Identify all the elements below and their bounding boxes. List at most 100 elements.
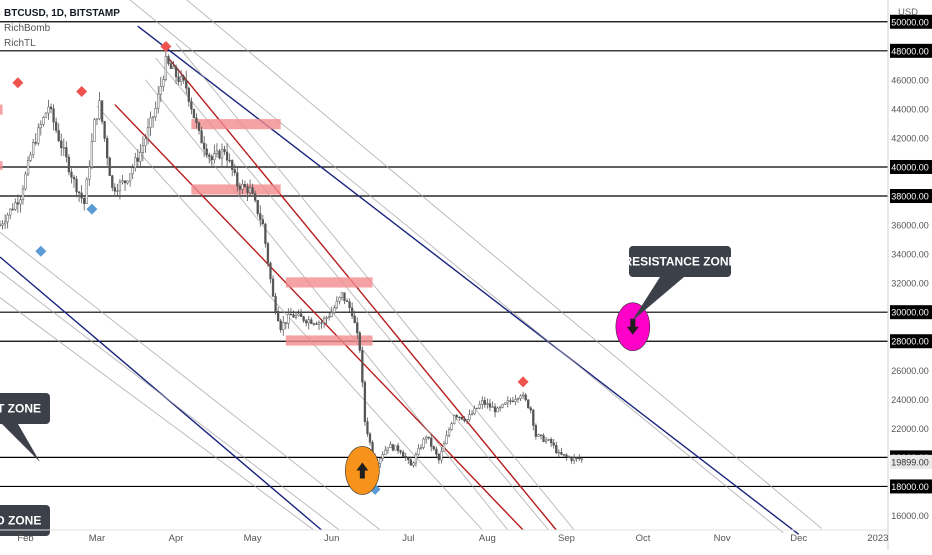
candle-body (200, 130, 203, 144)
candle-body (407, 457, 410, 461)
candle (108, 156, 111, 176)
candle-body (412, 462, 415, 466)
candle (496, 406, 499, 413)
candle-body (486, 403, 489, 405)
candle-body (524, 394, 527, 401)
candle (440, 447, 443, 464)
candle (220, 143, 224, 168)
zone-resistance-zone-32k (285, 277, 373, 288)
candle (136, 149, 139, 168)
candle-body (14, 202, 17, 210)
candle (197, 121, 201, 135)
candle-body (24, 173, 27, 190)
candle-body (256, 200, 259, 214)
candle-body (432, 446, 435, 450)
candle-body (98, 100, 101, 120)
y-tick-label: 42000.00 (891, 133, 929, 143)
candle-body (445, 435, 448, 445)
candle-body (159, 86, 162, 95)
candle-body (261, 219, 264, 225)
candle-body (417, 448, 420, 455)
trendline-red-channel-upper (167, 57, 557, 531)
candle-body (478, 404, 481, 409)
candle-body (85, 179, 88, 204)
zones (0, 104, 373, 346)
level-tag-18000 (890, 479, 932, 494)
y-tick-label: 48000.00 (891, 46, 929, 56)
candle-body (350, 307, 354, 317)
support-zone-callout-label: ORT ZONE (0, 402, 41, 416)
candle (529, 406, 532, 414)
candle (67, 154, 71, 176)
candle (274, 292, 277, 315)
candle-body (274, 296, 277, 312)
candle-body (62, 147, 65, 149)
candle-body (264, 223, 267, 244)
candle (427, 436, 430, 440)
candle (192, 108, 196, 119)
candle (88, 160, 91, 186)
candle (511, 396, 515, 403)
candle-body (542, 435, 545, 442)
candle (16, 194, 20, 213)
candle-body (218, 150, 221, 159)
candle-body (210, 156, 213, 161)
x-tick-label: Nov (714, 533, 731, 544)
candle (384, 446, 387, 456)
candle-body (276, 311, 280, 322)
candle (555, 441, 558, 455)
candle-body (430, 437, 433, 447)
candle-body (266, 243, 270, 264)
candle (509, 397, 512, 405)
candle (162, 75, 165, 92)
candle (340, 292, 344, 301)
candle (49, 103, 53, 114)
candle (0, 220, 2, 227)
candle-body (565, 454, 568, 457)
candle-body (157, 94, 160, 109)
resistance-zone-callout-box (629, 246, 731, 277)
candle-body (465, 419, 469, 422)
candle-body (498, 406, 502, 409)
indicator-label-1[interactable]: RichBomb (4, 23, 51, 34)
candle (305, 318, 308, 327)
zone-support-zone-38k (191, 184, 281, 195)
candle-body (414, 454, 418, 464)
candle (90, 133, 94, 170)
candle (1, 220, 4, 230)
candle (445, 430, 448, 445)
candle (276, 306, 280, 322)
chart-legend: BTCUSD, 1D, BITSTAMP RichBomb RichTL (4, 6, 120, 51)
candle-body (302, 316, 305, 321)
candle (21, 185, 25, 205)
candle-body (476, 407, 479, 410)
indicator-label-2[interactable]: RichTL (4, 38, 36, 49)
candle-body (424, 436, 428, 440)
y-tick-label: 50000.00 (891, 17, 929, 27)
candle-body (116, 190, 119, 192)
candle (52, 104, 55, 131)
sell-signal-diamond (517, 376, 529, 388)
trendline-red-channel-lower (114, 104, 524, 531)
level-tag-38000 (890, 189, 932, 204)
candle (322, 316, 326, 328)
candle (320, 318, 323, 329)
candle (123, 180, 127, 192)
candle-body (21, 188, 25, 201)
candle (407, 456, 410, 464)
candle (363, 380, 367, 426)
candle (379, 457, 382, 468)
candle-body (509, 400, 512, 402)
candle-body (134, 157, 137, 168)
candle-body (447, 429, 451, 436)
trendline-grey-2 (129, 0, 784, 534)
candle (419, 444, 423, 450)
candle-body (496, 407, 499, 413)
candle-body (1, 223, 4, 226)
candle-body (195, 117, 198, 124)
candle-body (514, 399, 517, 402)
last-price-label: 19899.00 (891, 457, 929, 467)
x-tick-label: Dec (790, 533, 807, 544)
